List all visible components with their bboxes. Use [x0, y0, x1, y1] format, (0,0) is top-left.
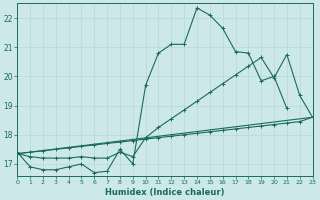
X-axis label: Humidex (Indice chaleur): Humidex (Indice chaleur) [105, 188, 225, 197]
